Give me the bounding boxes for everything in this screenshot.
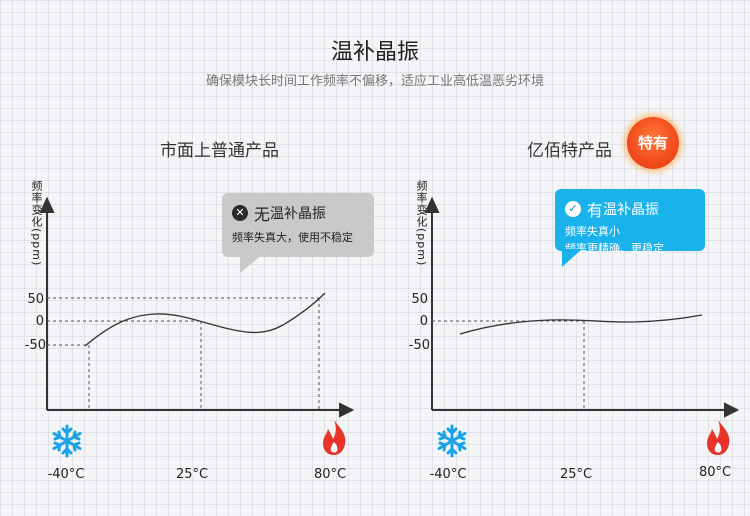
left-callout-tail xyxy=(240,255,262,273)
right-xtick-80: 80°C xyxy=(698,465,732,480)
right-callout-name: 温补晶振 xyxy=(603,202,660,218)
check-circle-icon: ✓ xyxy=(565,201,581,217)
left-flame-icon xyxy=(323,420,346,455)
right-snowflake-icon xyxy=(437,424,467,458)
left-callout-name: 温补晶振 xyxy=(270,206,327,222)
left-xtick-25: 25°C xyxy=(175,467,209,482)
left-xtick-80: 80°C xyxy=(313,467,347,482)
right-callout-line2: 频率更精确、更稳定 xyxy=(565,242,664,255)
exclusive-badge: 特有 xyxy=(627,117,679,169)
left-ytick-50: 50 xyxy=(27,292,44,307)
left-frequency-curve xyxy=(84,292,326,347)
right-frequency-curve xyxy=(459,314,703,335)
left-y-axis-label: 频率变化(ppm) xyxy=(30,180,43,267)
left-ytick-minus50: -50 xyxy=(24,338,46,353)
right-y-axis-label: 频率变化(ppm) xyxy=(415,180,428,267)
page-title: 温补晶振 xyxy=(330,40,419,65)
page-subtitle: 确保模块长时间工作频率不偏移，适应工业高低温恶劣环境 xyxy=(205,74,544,89)
right-flame-icon xyxy=(707,420,730,455)
right-panel-title: 亿佰特产品 xyxy=(527,141,612,161)
right-callout-tail xyxy=(562,249,582,267)
right-ytick-0: 0 xyxy=(419,314,428,329)
left-guides xyxy=(47,297,320,410)
left-xtick-minus40: -40°C xyxy=(47,467,85,482)
left-axes xyxy=(39,196,355,418)
left-callout: ✕ 无温补晶振 频率失真大，使用不稳定 xyxy=(222,193,374,257)
right-guides xyxy=(432,320,585,410)
left-callout-line1: 频率失真大，使用不稳定 xyxy=(232,231,353,244)
right-callout-line1: 频率失真小 xyxy=(565,225,620,238)
x-circle-icon: ✕ xyxy=(232,205,248,221)
left-snowflake-icon xyxy=(52,424,82,458)
right-callout-prefix: 有 xyxy=(587,201,604,220)
right-ytick-50: 50 xyxy=(411,292,428,307)
right-ytick-minus50: -50 xyxy=(408,338,430,353)
right-xtick-25: 25°C xyxy=(559,467,593,482)
right-callout: ✓ 有温补晶振 频率失真小 频率更精确、更稳定 xyxy=(555,189,705,255)
right-axes xyxy=(424,196,740,418)
left-callout-prefix: 无 xyxy=(254,205,271,224)
left-ytick-0: 0 xyxy=(35,314,44,329)
left-panel-title: 市面上普通产品 xyxy=(160,141,279,161)
right-xtick-minus40: -40°C xyxy=(429,467,467,482)
